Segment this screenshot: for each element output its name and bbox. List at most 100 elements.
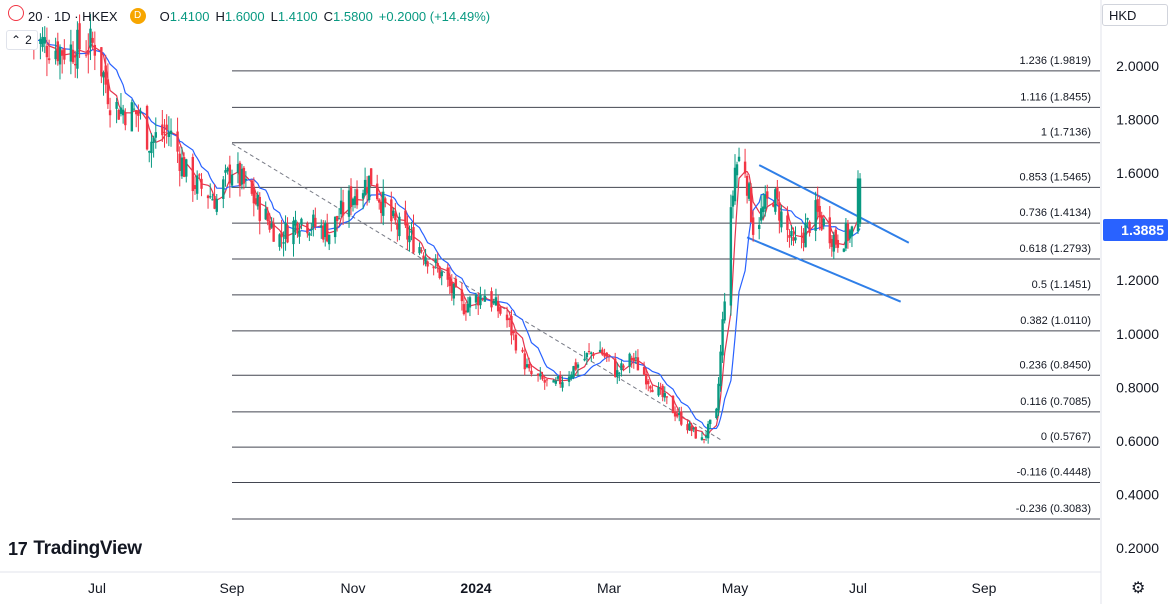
- candle-body: [628, 353, 631, 367]
- legend: 20 · 1D · HKEX D O1.4100 H1.6000 L1.4100…: [4, 5, 496, 27]
- low-value: L1.4100: [271, 9, 318, 24]
- candle-body: [282, 242, 285, 244]
- fib-level-label: -0.116 (0.4448): [1017, 466, 1091, 478]
- candle-body: [378, 199, 381, 203]
- candle-body: [39, 38, 42, 44]
- candle-body: [508, 318, 511, 321]
- candle-body: [384, 198, 387, 203]
- candle-body: [440, 271, 443, 277]
- candle-body: [412, 227, 415, 253]
- candle-body: [242, 167, 246, 184]
- candle-body: [598, 349, 602, 353]
- open-key: O: [159, 8, 170, 24]
- candle-body: [642, 366, 646, 375]
- candle-body: [514, 334, 518, 351]
- candle-body: [380, 201, 383, 214]
- candle-body: [339, 200, 343, 215]
- candle-body: [806, 218, 809, 220]
- candle-body: [659, 388, 662, 390]
- low-number: 1.4100: [277, 8, 318, 24]
- candle-body: [270, 223, 273, 228]
- candle-body: [530, 370, 533, 375]
- candle-body: [432, 266, 435, 269]
- price-tick-label: 2.0000: [1116, 58, 1159, 74]
- candle-body: [816, 199, 819, 212]
- time-axis[interactable]: Jul Sep Nov 2024 Mar May Jul Sep: [0, 571, 1101, 596]
- candle-body: [228, 164, 232, 184]
- candle-body: [818, 205, 821, 218]
- candle-body: [808, 221, 811, 233]
- candle-body: [452, 283, 456, 299]
- candle-body: [649, 386, 652, 389]
- candle-body: [760, 208, 763, 221]
- candle-body: [786, 215, 789, 231]
- candle-body: [460, 289, 464, 302]
- candle-body: [422, 255, 425, 260]
- candle-body: [182, 157, 186, 177]
- candle-body: [382, 191, 385, 216]
- candle-body: [496, 301, 500, 312]
- candle-body: [751, 217, 755, 235]
- tradingview-logo[interactable]: 17 TradingView: [8, 538, 142, 560]
- candle-body: [193, 185, 197, 190]
- candle-body: [468, 297, 472, 308]
- candle-body: [296, 223, 299, 234]
- currency-selector[interactable]: HKD: [1102, 4, 1168, 26]
- candle-body: [264, 208, 267, 220]
- candle-body: [836, 239, 840, 248]
- candle-body: [121, 109, 125, 116]
- candle-body: [392, 210, 395, 216]
- candle-body: [671, 395, 675, 414]
- candle-body: [556, 376, 560, 379]
- candle-body: [322, 225, 325, 240]
- candle-body: [607, 355, 611, 357]
- candle-body: [294, 219, 297, 226]
- close-value: C1.5800: [324, 9, 373, 24]
- candle-body: [145, 106, 149, 150]
- candle-body: [353, 196, 357, 205]
- symbol-logo-icon: [8, 5, 24, 21]
- candle-body: [757, 225, 761, 230]
- gear-icon[interactable]: ⚙: [1131, 580, 1146, 597]
- change-value: +0.2000 (+14.49%): [378, 8, 491, 24]
- brand-name: TradingView: [33, 538, 142, 559]
- candle-body: [523, 353, 526, 370]
- fib-level-label: 0.236 (0.8450): [1019, 359, 1091, 371]
- candle-body: [76, 29, 79, 69]
- candle-body: [850, 226, 854, 236]
- candle-body: [620, 363, 623, 371]
- candle-body: [618, 372, 621, 374]
- candle-body: [351, 198, 355, 206]
- candle-body: [644, 373, 648, 385]
- candle-body: [706, 423, 710, 439]
- candle-body: [543, 380, 546, 383]
- close-number: 1.5800: [333, 8, 373, 24]
- symbol-label[interactable]: 20 · 1D · HKEX: [28, 8, 118, 24]
- candle-body: [778, 202, 781, 221]
- candle-body: [244, 178, 248, 181]
- candle-body: [47, 58, 51, 61]
- candle-body: [704, 435, 708, 438]
- time-tick-label: Nov: [341, 580, 366, 596]
- candle-body: [790, 230, 793, 237]
- candle-body: [154, 132, 157, 138]
- fib-level-label: 1 (1.7136): [1041, 127, 1091, 139]
- candle-body: [424, 257, 427, 265]
- candle-body: [680, 411, 683, 425]
- candle-body: [200, 178, 203, 189]
- candle-body: [198, 174, 201, 176]
- candle-body: [601, 349, 604, 355]
- price-tick-label: 1.2000: [1116, 272, 1159, 288]
- candle-body: [552, 380, 555, 383]
- candle-body: [574, 362, 577, 370]
- candle-body: [115, 101, 118, 109]
- candle-body: [678, 413, 681, 416]
- price-axis[interactable]: 2.00001.80001.60001.40001.20001.00000.80…: [1100, 0, 1159, 604]
- candle-body: [651, 389, 654, 393]
- candle-body: [347, 190, 351, 217]
- candle-body: [436, 262, 439, 267]
- indicators-toggle[interactable]: ⌃ 2: [6, 30, 38, 50]
- candle-body: [69, 44, 73, 62]
- candle-body: [723, 301, 726, 321]
